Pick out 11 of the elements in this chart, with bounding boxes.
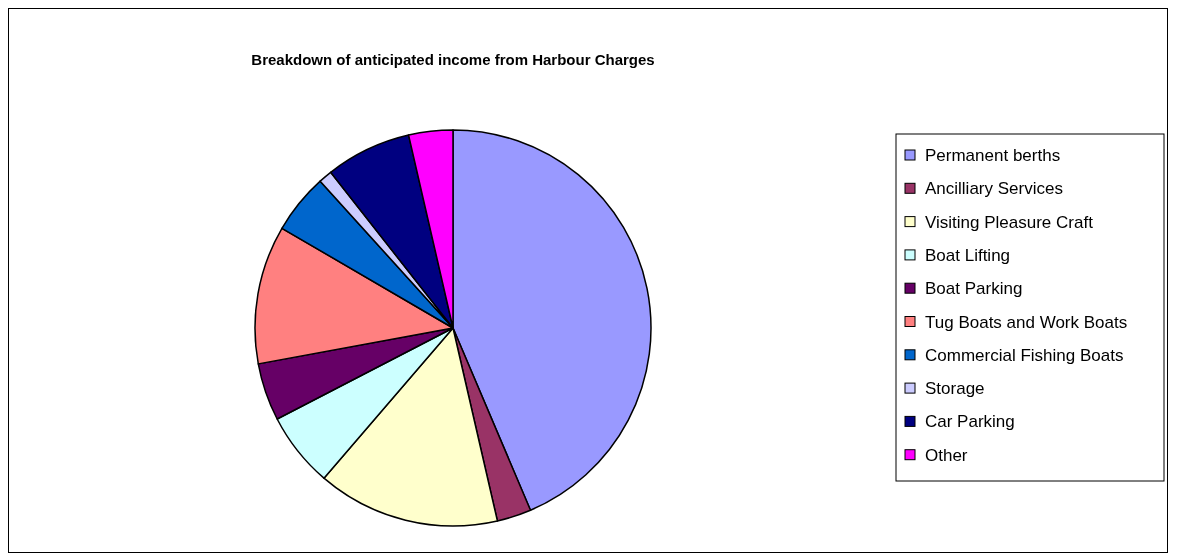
chart-title: Breakdown of anticipated income from Harbour Charges bbox=[251, 51, 655, 68]
legend-label: Storage bbox=[925, 379, 985, 399]
legend-label: Other bbox=[925, 445, 968, 465]
legend-label: Car Parking bbox=[925, 412, 1015, 432]
legend-label: Permanent berths bbox=[925, 146, 1061, 165]
legend-label: Boat Lifting bbox=[925, 245, 1011, 265]
legend-label: Tug Boats and Work Boats bbox=[925, 312, 1128, 332]
legend-label: Ancilliary Services bbox=[925, 179, 1063, 199]
legend-label: Boat Parking bbox=[925, 279, 1023, 299]
legend-label: Visiting Pleasure Craft bbox=[925, 212, 1094, 232]
legend-label: Commercial Fishing Boats bbox=[925, 345, 1124, 365]
